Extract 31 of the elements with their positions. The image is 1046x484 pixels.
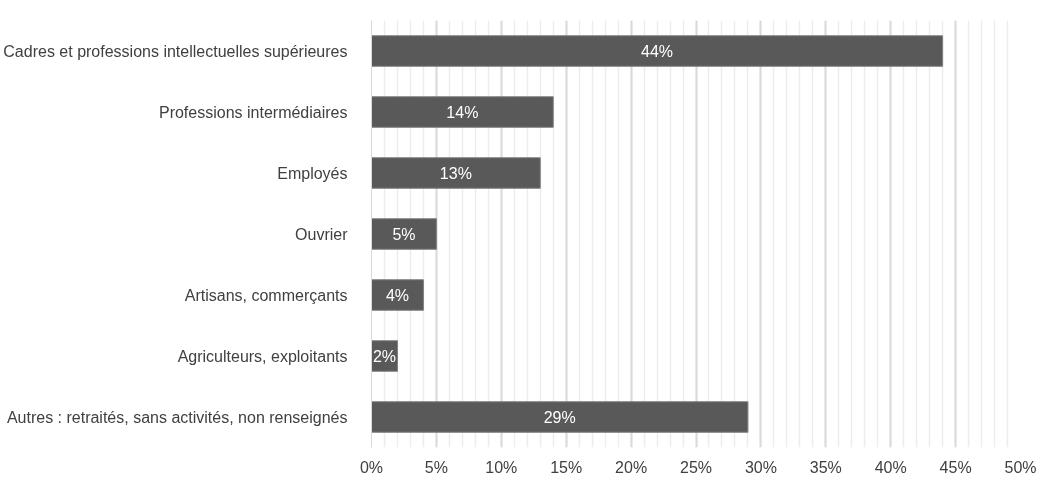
data-label: 4% <box>385 286 410 304</box>
x-tick-label: 15% <box>550 458 583 476</box>
y-tick-label: Cadres et professions intellectuelles supérieures <box>3 42 348 60</box>
x-tick-label: 40% <box>874 458 907 476</box>
bar <box>371 96 554 128</box>
y-tick-label: Autres : retraités, sans activités, non renseignés <box>6 408 348 426</box>
bar <box>371 279 424 311</box>
x-tick-label: 5% <box>424 458 448 476</box>
x-tick-label: 50% <box>1004 458 1037 476</box>
y-tick-label: Agriculteurs, exploitants <box>177 347 348 365</box>
bar <box>371 401 749 433</box>
x-tick-label: 20% <box>615 458 648 476</box>
x-tick-label: 10% <box>485 458 518 476</box>
y-tick-label: Artisans, commerçants <box>184 286 348 304</box>
data-label: 44% <box>641 42 674 60</box>
data-label: 5% <box>392 225 416 243</box>
y-tick-label: Employés <box>277 164 348 182</box>
data-label: 29% <box>543 408 576 426</box>
x-tick-label: 45% <box>939 458 972 476</box>
y-tick-label: Professions intermédiaires <box>158 103 348 121</box>
data-label: 13% <box>439 164 472 182</box>
x-tick-label: 0% <box>359 458 384 476</box>
data-label: 14% <box>446 103 479 121</box>
bar <box>371 218 437 250</box>
bar <box>371 35 944 67</box>
data-label: 2% <box>372 347 397 365</box>
x-tick-label: 35% <box>809 458 842 476</box>
x-tick-label: 30% <box>744 458 777 476</box>
x-tick-label: 25% <box>679 458 713 476</box>
y-tick-label: Ouvrier <box>295 225 349 243</box>
bar <box>371 157 541 189</box>
